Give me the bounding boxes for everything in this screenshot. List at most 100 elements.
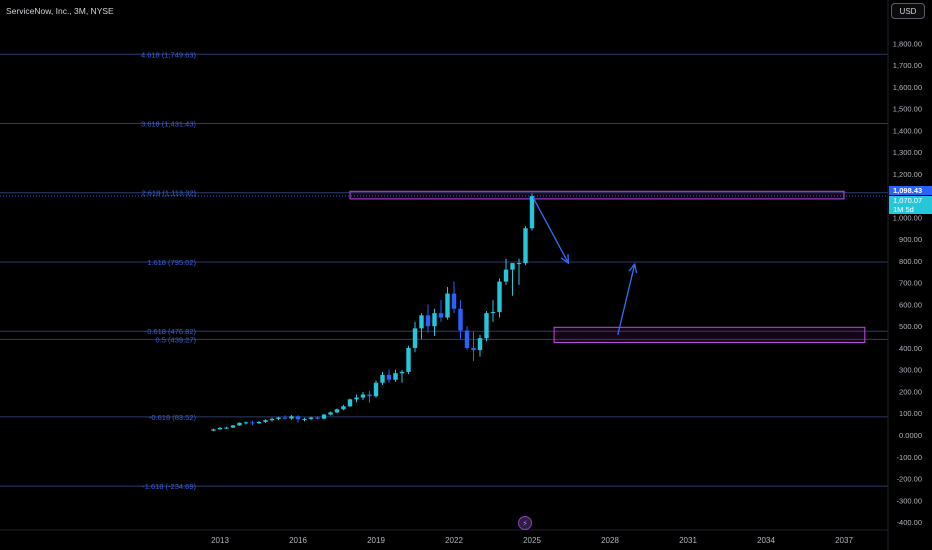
x-tick-4: 2025 bbox=[523, 536, 541, 545]
target-zone-1 bbox=[553, 326, 866, 344]
candle-body-27 bbox=[386, 374, 392, 380]
fib-label-4: 0.618 (476.82) bbox=[147, 327, 196, 336]
y-tick-18: 1,400.00 bbox=[893, 126, 922, 135]
candle-body-17 bbox=[321, 414, 327, 419]
tradingview-logo-icon[interactable]: ⚡ bbox=[518, 516, 532, 530]
symbol-title[interactable]: ServiceNow, Inc., 3M, NYSE bbox=[6, 6, 114, 16]
candle-body-0 bbox=[211, 429, 216, 431]
x-tick-7: 2034 bbox=[757, 536, 775, 545]
candle-body-29 bbox=[399, 371, 405, 374]
fib-label-7: -1.618 (-234.69) bbox=[142, 482, 196, 491]
fib-label-3: 1.618 (795.02) bbox=[147, 258, 196, 267]
y-tick-10: 600.00 bbox=[899, 300, 922, 309]
x-tick-0: 2013 bbox=[211, 536, 229, 545]
candle-body-18 bbox=[328, 412, 333, 415]
currency-button[interactable]: USD bbox=[891, 3, 925, 19]
candle-body-48 bbox=[523, 228, 528, 264]
candle-body-3 bbox=[230, 425, 236, 428]
candle-body-37 bbox=[451, 293, 457, 309]
candle-body-14 bbox=[302, 418, 307, 420]
candle-body-43 bbox=[490, 312, 496, 314]
candle-body-40 bbox=[471, 347, 476, 351]
candle-body-35 bbox=[438, 313, 444, 318]
y-tick-2: -200.00 bbox=[897, 475, 922, 484]
candlestick-series bbox=[211, 193, 535, 432]
candle-body-16 bbox=[315, 417, 320, 419]
target-zones[interactable] bbox=[349, 190, 866, 344]
candle-body-34 bbox=[432, 313, 437, 327]
candle-body-47 bbox=[516, 263, 522, 265]
candle-body-25 bbox=[373, 382, 379, 397]
candle-body-13 bbox=[295, 416, 301, 420]
candle-body-45 bbox=[503, 269, 509, 282]
price-axis[interactable]: -400.00 -300.00 -200.00 -100.00 0.0000 100.00… bbox=[893, 39, 922, 527]
y-tick-22: 1,800.00 bbox=[893, 39, 922, 48]
fib-label-1: 3.618 (1,431.43) bbox=[141, 120, 197, 129]
time-axis[interactable]: 2013 2016 2019 2022 2025 2028 2031 2034 2037 bbox=[211, 536, 853, 545]
fib-extension-levels[interactable]: 4.618 (1,749.63) 3.618 (1,431.43) 2.618 (1… bbox=[0, 50, 888, 491]
candle-body-11 bbox=[282, 417, 288, 419]
y-tick-21: 1,700.00 bbox=[893, 61, 922, 70]
candle-body-15 bbox=[308, 417, 314, 419]
y-tick-16: 1,200.00 bbox=[893, 170, 922, 179]
countdown-tag: 1M 5d bbox=[889, 205, 932, 214]
candle-body-32 bbox=[419, 315, 424, 329]
x-tick-2: 2019 bbox=[367, 536, 385, 545]
y-tick-11: 700.00 bbox=[899, 279, 922, 288]
x-tick-8: 2037 bbox=[835, 536, 853, 545]
candle-body-36 bbox=[445, 293, 450, 318]
y-tick-4: 0.0000 bbox=[899, 431, 922, 440]
y-tick-12: 800.00 bbox=[899, 257, 922, 266]
y-tick-5: 100.00 bbox=[899, 409, 922, 418]
last-price-tag: 1,098.43 bbox=[889, 186, 932, 195]
candle-body-41 bbox=[477, 338, 483, 351]
y-tick-3: -100.00 bbox=[897, 453, 922, 462]
candle-body-19 bbox=[334, 409, 340, 413]
y-tick-7: 300.00 bbox=[899, 366, 922, 375]
candle-body-26 bbox=[380, 374, 385, 383]
candle-body-1 bbox=[217, 427, 223, 430]
arrow-shaft-1 bbox=[617, 264, 636, 336]
y-tick-1: -300.00 bbox=[897, 496, 922, 505]
candle-body-20 bbox=[341, 406, 346, 410]
candle-body-42 bbox=[484, 313, 489, 339]
y-tick-8: 400.00 bbox=[899, 344, 922, 353]
candle-body-46 bbox=[510, 263, 515, 270]
target-zone-0 bbox=[349, 190, 845, 200]
fib-label-0: 4.618 (1,749.63) bbox=[141, 50, 197, 59]
y-tick-20: 1,600.00 bbox=[893, 83, 922, 92]
x-tick-1: 2016 bbox=[289, 536, 307, 545]
candle-body-10 bbox=[276, 417, 281, 419]
x-tick-6: 2031 bbox=[679, 536, 697, 545]
fib-label-2: 2.618 (1,113.32) bbox=[142, 189, 197, 198]
y-tick-13: 900.00 bbox=[899, 235, 922, 244]
candle-body-7 bbox=[256, 421, 262, 424]
candle-body-12 bbox=[289, 416, 294, 419]
close-price-tag: 1,070.07 bbox=[889, 196, 932, 205]
candle-body-30 bbox=[406, 347, 411, 372]
candle-body-8 bbox=[263, 420, 268, 422]
arrow-shaft-0 bbox=[532, 197, 569, 264]
x-tick-3: 2022 bbox=[445, 536, 463, 545]
candle-body-23 bbox=[360, 394, 366, 398]
fib-label-6: -0.618 (83.52) bbox=[149, 413, 197, 422]
candle-body-39 bbox=[464, 330, 470, 348]
y-tick-9: 500.00 bbox=[899, 322, 922, 331]
y-tick-0: -400.00 bbox=[897, 518, 922, 527]
fib-label-5: 0.5 (439.27) bbox=[156, 335, 197, 344]
candle-body-22 bbox=[354, 397, 359, 400]
projection-arrows[interactable] bbox=[532, 197, 638, 336]
candle-body-21 bbox=[347, 399, 353, 407]
y-tick-17: 1,300.00 bbox=[893, 148, 922, 157]
candle-body-49 bbox=[529, 196, 535, 229]
candle-body-24 bbox=[367, 394, 372, 397]
x-tick-5: 2028 bbox=[601, 536, 619, 545]
y-tick-6: 200.00 bbox=[899, 387, 922, 396]
y-tick-19: 1,500.00 bbox=[893, 105, 922, 114]
candle-body-38 bbox=[458, 308, 463, 331]
candle-body-44 bbox=[497, 281, 502, 313]
arrow-head-0 bbox=[560, 254, 570, 265]
candle-body-9 bbox=[269, 418, 275, 421]
